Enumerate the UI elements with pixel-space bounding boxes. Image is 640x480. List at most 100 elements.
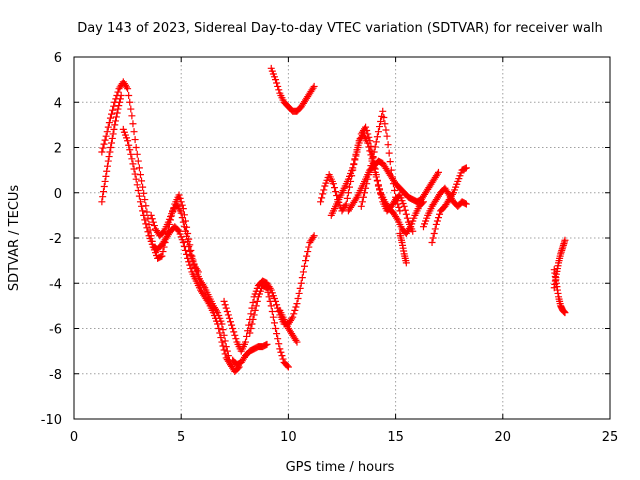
data-point: [251, 306, 259, 314]
data-point: [247, 325, 255, 332]
y-tick-label: 6: [54, 51, 62, 66]
data-point: [386, 158, 394, 166]
data-point: [221, 337, 229, 345]
data-point: [296, 284, 304, 292]
y-tick-label: 4: [54, 96, 62, 111]
data-point: [374, 128, 382, 136]
y-tick-label: -6: [49, 323, 62, 338]
data-point: [141, 216, 149, 224]
data-point: [218, 338, 226, 346]
data-point: [204, 298, 212, 306]
data-point: [129, 160, 137, 168]
data-point: [253, 297, 261, 305]
data-point: [292, 303, 300, 311]
data-point: [358, 198, 366, 206]
data-point: [103, 128, 111, 136]
data-point: [274, 335, 282, 343]
data-point: [265, 293, 273, 301]
data-point: [249, 298, 257, 306]
data-point: [272, 76, 280, 84]
data-point: [224, 311, 232, 319]
data-point: [391, 186, 399, 194]
data-point: [140, 211, 148, 219]
data-point: [232, 335, 240, 343]
data-point: [389, 180, 397, 188]
data-point: [354, 144, 362, 151]
data-point: [299, 268, 307, 276]
data-point: [309, 84, 317, 92]
data-point: [220, 297, 228, 305]
data-point: [231, 331, 239, 339]
data-point: [125, 91, 133, 99]
data-point: [298, 274, 306, 282]
data-point: [362, 123, 370, 131]
data-point: [303, 252, 311, 260]
data-point: [436, 210, 444, 218]
data-point: [395, 203, 403, 211]
data-point: [133, 181, 141, 189]
data-point: [179, 218, 187, 226]
x-axis-label: GPS time / hours: [286, 460, 395, 475]
data-point: [428, 239, 436, 247]
data-point: [378, 194, 386, 202]
data-point: [363, 180, 371, 188]
data-point: [266, 297, 274, 305]
data-point: [332, 188, 340, 196]
data-point: [341, 202, 349, 210]
data-point: [402, 210, 410, 218]
data-point: [294, 295, 302, 303]
data-point: [136, 198, 144, 206]
data-point: [275, 86, 283, 94]
data-point: [361, 189, 369, 197]
data-point: [264, 288, 272, 296]
x-tick-label: 0: [70, 430, 78, 445]
data-point: [355, 139, 363, 147]
data-point: [179, 239, 187, 247]
data-point: [104, 157, 112, 165]
data-point: [174, 226, 182, 234]
data-point: [135, 164, 143, 172]
data-point: [309, 233, 317, 241]
data-point: [270, 319, 278, 327]
data-point: [227, 318, 235, 326]
data-point: [126, 98, 134, 106]
y-axis-label: SDTVAR / TECUs: [7, 185, 22, 292]
data-point: [135, 192, 143, 200]
data-point: [344, 189, 352, 197]
data-point: [372, 138, 380, 146]
data-point: [134, 186, 142, 194]
data-point: [263, 284, 271, 292]
data-point: [462, 164, 470, 172]
series-arc18: [550, 236, 569, 292]
plot-frame: [73, 56, 611, 420]
data-point: [392, 193, 400, 201]
data-point: [250, 311, 258, 319]
series-arc4: [147, 200, 202, 276]
data-point: [350, 160, 358, 168]
data-point: [305, 243, 313, 251]
data-point: [370, 148, 378, 156]
data-point: [376, 123, 384, 131]
data-point: [103, 167, 111, 175]
data-point: [150, 222, 158, 230]
data-point: [272, 325, 280, 332]
data-point: [252, 302, 260, 310]
data-point: [383, 132, 391, 140]
series-arc5: [220, 232, 318, 355]
y-tick-label: -2: [49, 232, 62, 247]
data-point: [277, 348, 285, 356]
data-point: [249, 315, 257, 323]
data-point: [430, 229, 438, 237]
data-point: [138, 202, 146, 210]
data-point: [403, 214, 411, 222]
data-point: [229, 325, 237, 332]
data-point: [353, 148, 361, 156]
data-point: [364, 175, 372, 183]
data-point: [409, 227, 417, 235]
data-point: [273, 330, 281, 338]
data-point: [363, 127, 371, 135]
data-point: [123, 83, 131, 91]
data-point: [248, 320, 256, 328]
data-point: [149, 218, 157, 226]
data-point: [108, 139, 116, 147]
